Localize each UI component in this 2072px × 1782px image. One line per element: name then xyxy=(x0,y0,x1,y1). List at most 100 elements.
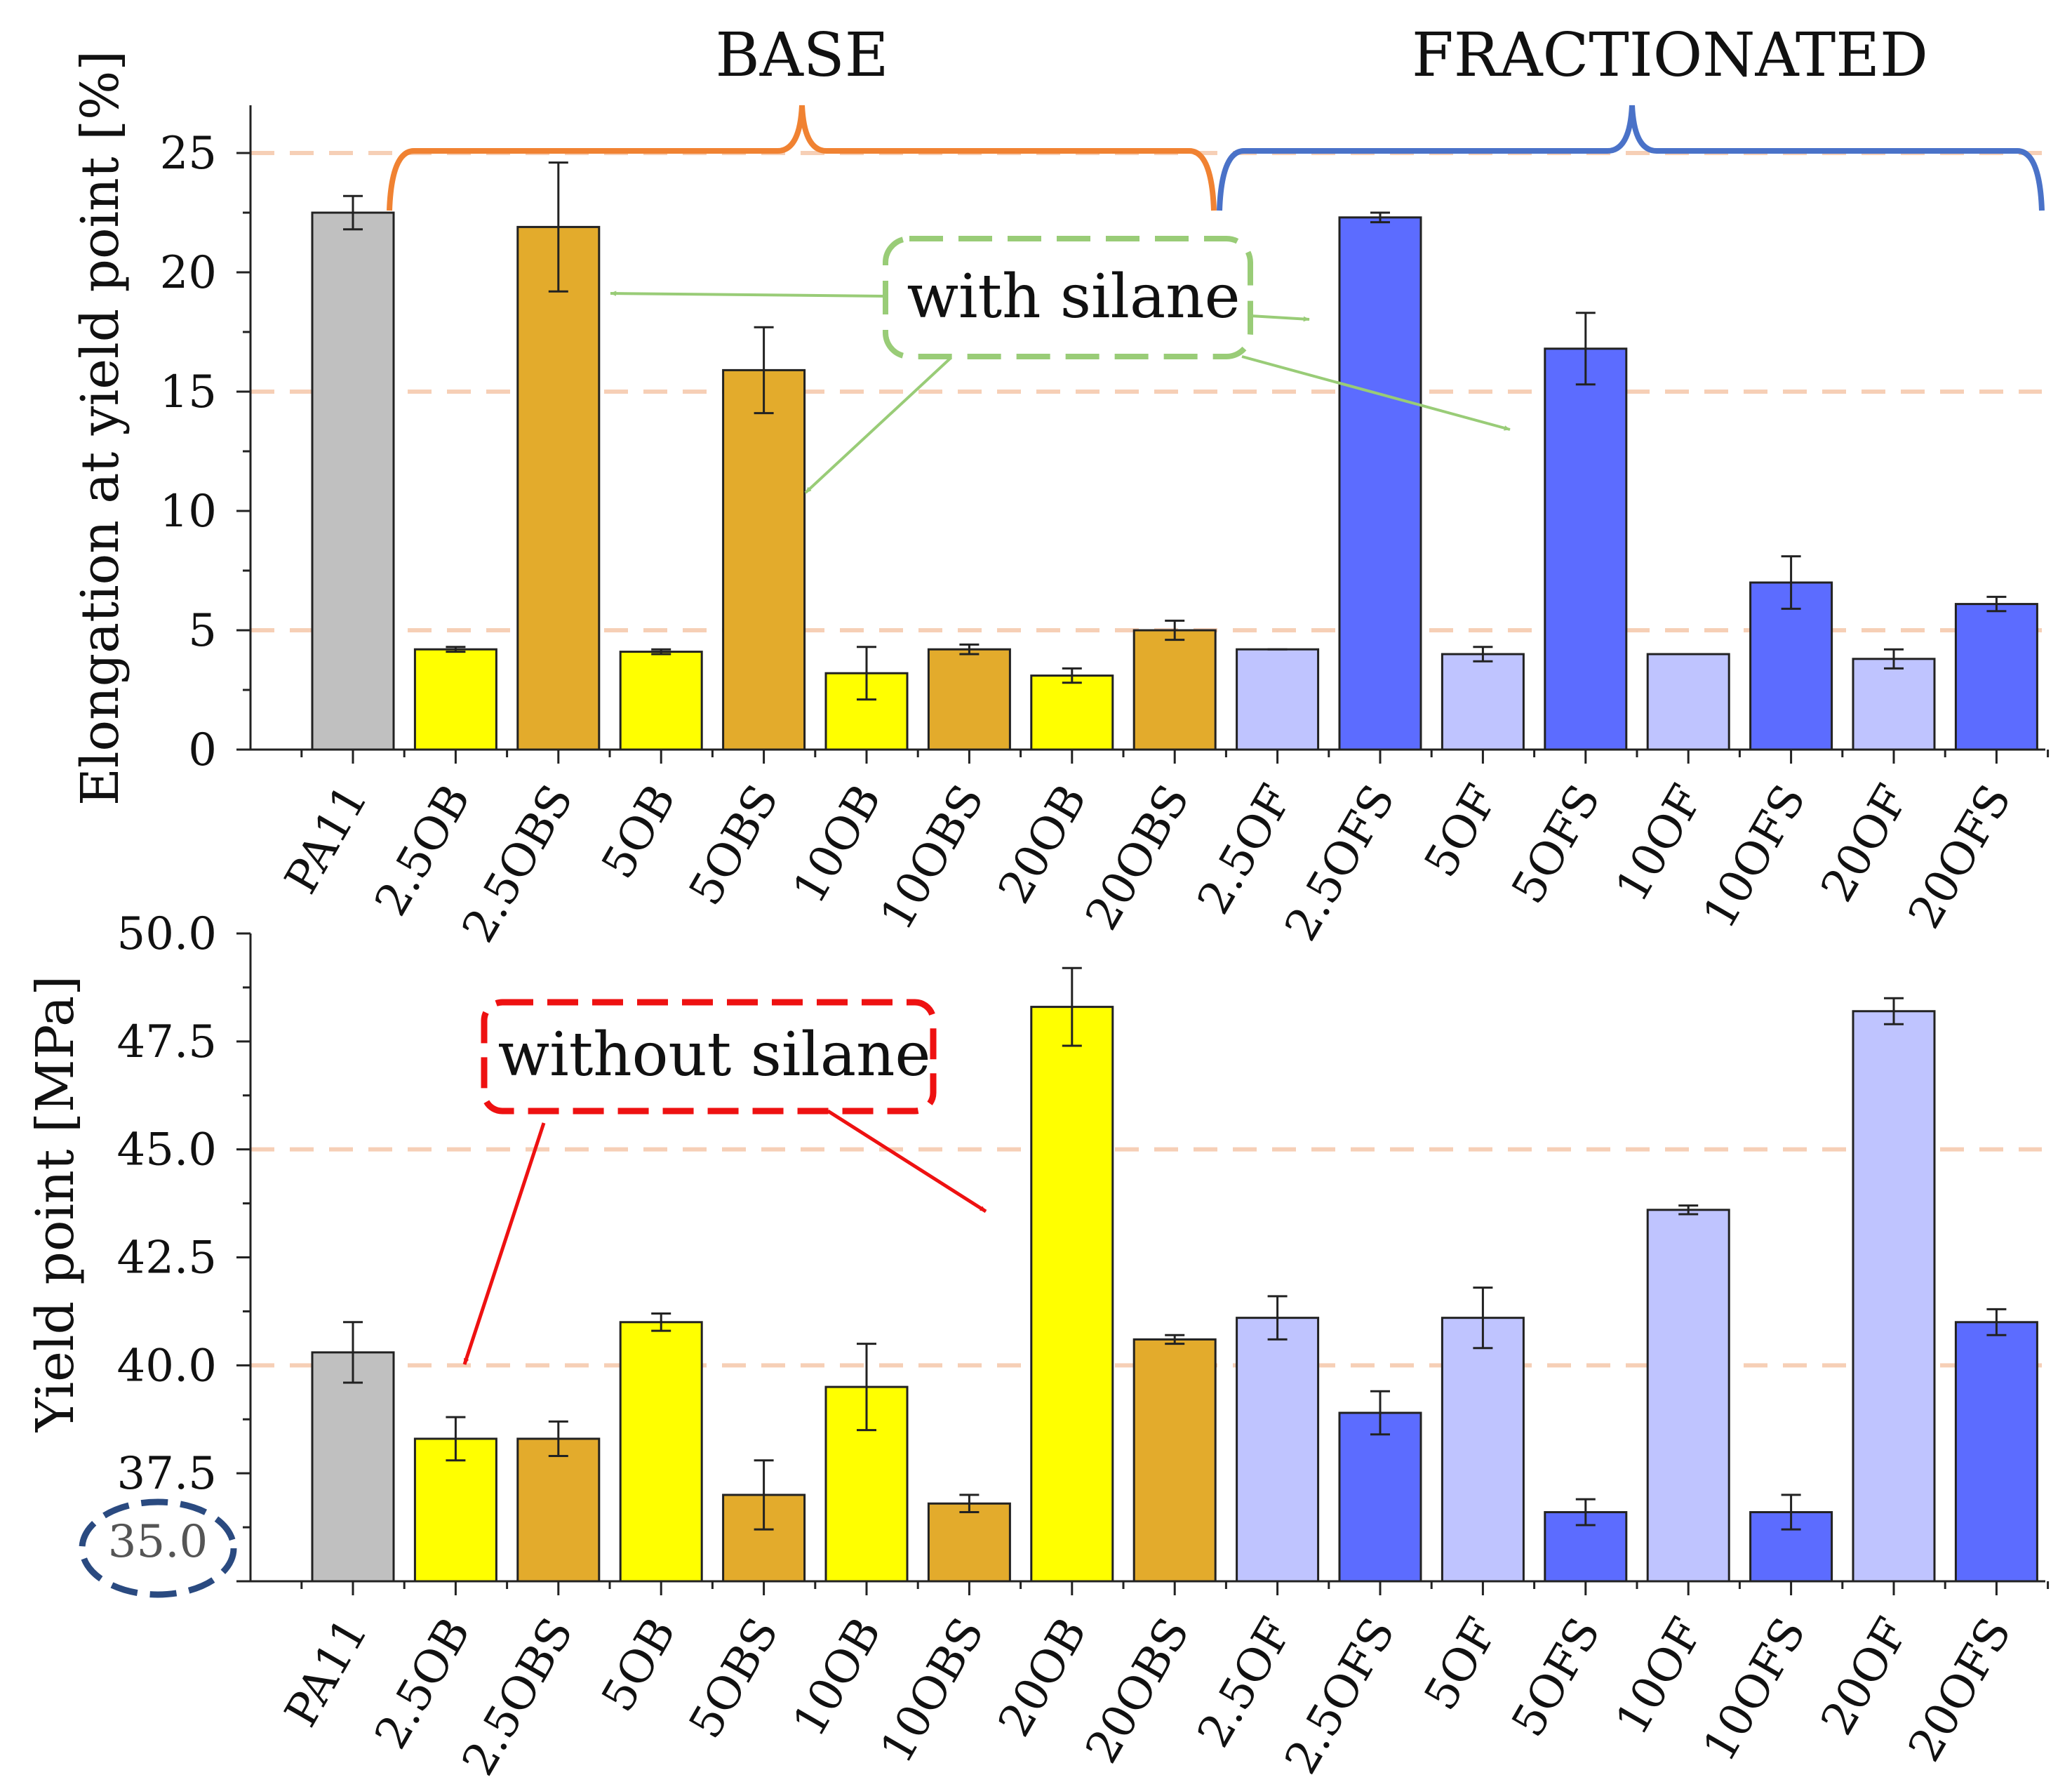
bar-10obs xyxy=(927,1502,1011,1583)
bar-20ofs xyxy=(1954,603,2038,751)
error-bar-5ob xyxy=(651,648,671,656)
y-tick-label: 40.0 xyxy=(117,1340,218,1392)
bar-10ofs xyxy=(1749,581,1833,751)
with-silane-annotation: with silane xyxy=(610,236,1511,494)
bar-5ob xyxy=(619,1321,703,1583)
y-tick-label: 20 xyxy=(160,247,217,299)
x-tick-label-10ofs: 10OFS xyxy=(1693,1609,1816,1770)
y-tick-label: 37.5 xyxy=(117,1448,218,1500)
x-tick-label-2-5ob: 2.5OB xyxy=(366,776,481,924)
x-tick-label-20of: 20OF xyxy=(1812,1609,1919,1743)
x-tick-label-20ofs: 20OFS xyxy=(1899,1609,2021,1770)
x-tick-label-2-5of: 2.5OF xyxy=(1188,1609,1302,1756)
axes xyxy=(236,105,2050,764)
x-tick-label-20ofs: 20OFS xyxy=(1899,776,2021,937)
x-tick-label-5ofs: 5OFS xyxy=(1502,1609,1611,1746)
bar-2-5of xyxy=(1236,648,1320,751)
bar-5ofs xyxy=(1544,347,1628,751)
y-tick-label: 47.5 xyxy=(117,1016,218,1068)
error-bar-2-5ob xyxy=(446,646,466,653)
error-bar-5obs xyxy=(754,326,774,415)
bar-10of xyxy=(1646,653,1730,751)
x-tick-label-20obs: 20OBS xyxy=(1076,1609,1200,1772)
y-tick-label: 25 xyxy=(160,128,217,180)
error-bar-20ofs xyxy=(1986,1308,2007,1336)
guide-lines xyxy=(250,1147,2042,1368)
x-tick-label-5obs: 5OBS xyxy=(679,776,789,914)
error-bar-2-5ofs xyxy=(1370,1390,1390,1436)
error-bar-5ofs xyxy=(1575,312,1596,386)
y-tick-label: 42.5 xyxy=(117,1232,218,1284)
without-silane-arrow-20ob xyxy=(827,1109,987,1214)
x-tick-label-2-5ob: 2.5OB xyxy=(366,1609,481,1757)
x-tick-label-2-5of: 2.5OF xyxy=(1188,776,1302,923)
bar-2-5obs xyxy=(516,1437,601,1583)
bar-2-5ofs xyxy=(1338,1411,1422,1583)
fractionated-group-label: FRACTIONATED xyxy=(1412,20,1928,91)
error-bar-2-5ob xyxy=(446,1416,466,1462)
error-bar-20of xyxy=(1884,648,1904,670)
with-silane-arrow-2-5ofs xyxy=(1250,314,1310,322)
y-axis-title: Elongation at yield point [%] xyxy=(70,51,131,806)
y-tick-labels: 0 5 10 15 20 25 xyxy=(160,128,217,776)
error-bar-10ofs xyxy=(1781,1494,1801,1531)
x-tick-label-5ofs: 5OFS xyxy=(1502,776,1611,912)
x-tick-label-20ob: 20OB xyxy=(989,1609,1097,1746)
error-bar-20obs xyxy=(1165,619,1185,641)
with-silane-arrow-5ofs xyxy=(1241,355,1511,431)
x-tick-label-10ofs: 10OFS xyxy=(1693,776,1816,937)
error-bars xyxy=(343,966,2007,1531)
y-tick-label: 50.0 xyxy=(117,908,218,960)
error-bar-20obs xyxy=(1165,1334,1185,1345)
x-tick-label-10ob: 10OB xyxy=(783,776,892,912)
y-tick-label: 10 xyxy=(160,486,217,538)
bar-20of xyxy=(1852,658,1936,751)
bar-5obs xyxy=(722,368,806,751)
bar-5of xyxy=(1441,1317,1525,1583)
y-tick-label: 15 xyxy=(160,366,217,418)
error-bar-20of xyxy=(1884,997,1904,1025)
x-tick-label-pa11: PA11 xyxy=(275,1609,378,1736)
x-tick-label-5obs: 5OBS xyxy=(679,1609,789,1747)
error-bar-20ofs xyxy=(1986,595,2007,613)
error-bar-10ob xyxy=(857,1343,876,1432)
x-tick-label-5of: 5OF xyxy=(1415,776,1508,886)
with-silane-arrow-5obs xyxy=(804,357,952,494)
error-bar-20ob xyxy=(1062,667,1082,684)
bar-2-5obs xyxy=(516,225,601,751)
bar-5of xyxy=(1441,653,1525,751)
error-bar-2-5obs xyxy=(548,1420,568,1458)
without-silane-annotation: without silane xyxy=(462,999,987,1365)
bar-20obs xyxy=(1132,1338,1217,1583)
x-tick-label-20of: 20OF xyxy=(1812,776,1919,910)
bar-pa11 xyxy=(311,1351,395,1583)
bar-10ob xyxy=(824,672,909,751)
y-tick-label: 45.0 xyxy=(117,1124,218,1176)
with-silane-label: with silane xyxy=(907,262,1240,332)
without-silane-arrow-2-5ob xyxy=(462,1122,546,1365)
error-bar-10obs xyxy=(959,643,980,656)
baseline-highlight-circle xyxy=(79,1498,237,1598)
error-bar-2-5of xyxy=(1267,1295,1288,1341)
y-axis-title: Yield point [MPa] xyxy=(25,976,86,1432)
error-bar-5ofs xyxy=(1575,1498,1596,1527)
x-tick-label-pa11: PA11 xyxy=(275,776,378,903)
error-bars xyxy=(343,161,2007,701)
x-tick-label-10of: 10OF xyxy=(1606,1609,1713,1743)
bar-10of xyxy=(1646,1209,1730,1583)
base-group-label: BASE xyxy=(716,20,889,91)
bar-20of xyxy=(1852,1010,1936,1583)
bar-2-5ofs xyxy=(1338,216,1422,751)
error-bar-5of xyxy=(1473,1286,1493,1350)
without-silane-box xyxy=(481,999,937,1115)
error-bar-2-5obs xyxy=(548,161,568,293)
bar-2-5ob xyxy=(413,648,497,751)
bar-2-5of xyxy=(1236,1317,1320,1583)
error-bar-2-5ofs xyxy=(1370,211,1390,224)
error-bar-10ofs xyxy=(1781,555,1801,610)
x-tick-label-5ob: 5OB xyxy=(592,1609,686,1720)
error-bar-20ob xyxy=(1062,966,1082,1047)
